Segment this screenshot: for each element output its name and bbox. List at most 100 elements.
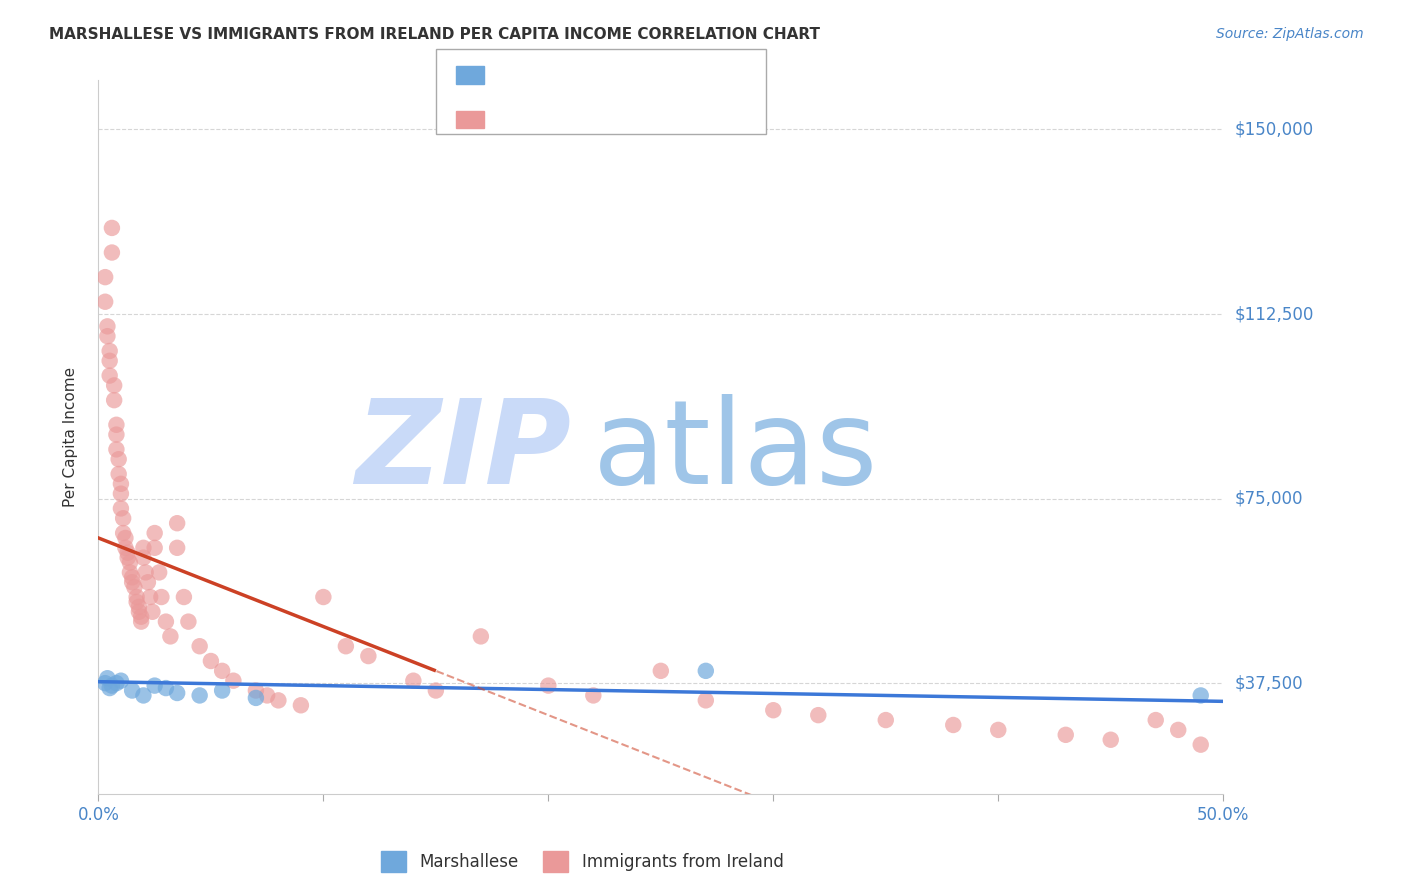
Point — [98, 681, 121, 695]
Text: N =  16: N = 16 — [633, 67, 695, 81]
Point — [129, 615, 152, 629]
Text: N = 80: N = 80 — [633, 112, 690, 126]
Point — [98, 353, 121, 368]
Point — [121, 570, 143, 584]
Point — [118, 556, 141, 570]
Point — [101, 679, 124, 693]
Point — [110, 486, 132, 500]
Point — [335, 639, 357, 653]
Point — [1144, 713, 1167, 727]
Point — [110, 673, 132, 688]
Point — [112, 511, 135, 525]
Point — [357, 649, 380, 664]
Legend: Marshallese, Immigrants from Ireland: Marshallese, Immigrants from Ireland — [374, 845, 790, 879]
Y-axis label: Per Capita Income: Per Capita Income — [63, 367, 77, 508]
Text: atlas: atlas — [593, 394, 879, 508]
Point — [155, 615, 177, 629]
Point — [128, 599, 150, 614]
Point — [807, 708, 830, 723]
Point — [105, 442, 128, 457]
Point — [129, 609, 152, 624]
Point — [107, 467, 129, 481]
Point — [105, 417, 128, 432]
Point — [1167, 723, 1189, 737]
Point — [94, 294, 117, 309]
Point — [132, 689, 155, 703]
Point — [1189, 689, 1212, 703]
Point — [582, 689, 605, 703]
Point — [139, 590, 162, 604]
Text: $75,000: $75,000 — [1234, 490, 1303, 508]
Point — [114, 531, 136, 545]
Point — [143, 541, 166, 555]
Point — [125, 595, 148, 609]
Point — [245, 683, 267, 698]
Text: Source: ZipAtlas.com: Source: ZipAtlas.com — [1216, 27, 1364, 41]
Point — [166, 516, 188, 531]
Point — [112, 526, 135, 541]
Point — [128, 605, 150, 619]
Point — [118, 566, 141, 580]
Text: R = -0.186: R = -0.186 — [492, 112, 574, 126]
Point — [136, 575, 159, 590]
Point — [114, 541, 136, 555]
Point — [103, 378, 125, 392]
Point — [125, 590, 148, 604]
Text: ZIP: ZIP — [354, 394, 571, 508]
Point — [173, 590, 195, 604]
Point — [103, 393, 125, 408]
Point — [135, 566, 157, 580]
Point — [155, 681, 177, 695]
Point — [312, 590, 335, 604]
Text: MARSHALLESE VS IMMIGRANTS FROM IRELAND PER CAPITA INCOME CORRELATION CHART: MARSHALLESE VS IMMIGRANTS FROM IRELAND P… — [49, 27, 820, 42]
Point — [256, 689, 278, 703]
Point — [105, 427, 128, 442]
Point — [132, 541, 155, 555]
Point — [96, 319, 118, 334]
Point — [150, 590, 173, 604]
Point — [96, 671, 118, 685]
Point — [143, 679, 166, 693]
Point — [98, 343, 121, 358]
Point — [110, 476, 132, 491]
Point — [110, 501, 132, 516]
Text: $150,000: $150,000 — [1234, 120, 1313, 138]
Point — [425, 683, 447, 698]
Point — [121, 683, 143, 698]
Point — [650, 664, 672, 678]
Point — [94, 676, 117, 690]
Point — [1054, 728, 1077, 742]
Point — [222, 673, 245, 688]
Point — [290, 698, 312, 713]
Point — [124, 580, 146, 594]
Point — [188, 689, 211, 703]
Point — [132, 550, 155, 565]
Point — [1099, 732, 1122, 747]
Point — [98, 368, 121, 383]
Point — [695, 664, 717, 678]
Point — [695, 693, 717, 707]
Point — [105, 676, 128, 690]
Point — [166, 686, 188, 700]
Point — [245, 690, 267, 705]
Point — [141, 605, 163, 619]
Point — [159, 629, 181, 643]
Text: $37,500: $37,500 — [1234, 674, 1303, 692]
Point — [117, 550, 139, 565]
Point — [143, 526, 166, 541]
Point — [987, 723, 1010, 737]
Point — [101, 245, 124, 260]
Point — [267, 693, 290, 707]
Point — [94, 270, 117, 285]
Point — [188, 639, 211, 653]
Point — [537, 679, 560, 693]
Point — [107, 452, 129, 467]
Point — [177, 615, 200, 629]
Point — [762, 703, 785, 717]
Point — [211, 664, 233, 678]
Text: R = -0.167: R = -0.167 — [492, 67, 574, 81]
Point — [166, 541, 188, 555]
Point — [200, 654, 222, 668]
Point — [942, 718, 965, 732]
Point — [96, 329, 118, 343]
